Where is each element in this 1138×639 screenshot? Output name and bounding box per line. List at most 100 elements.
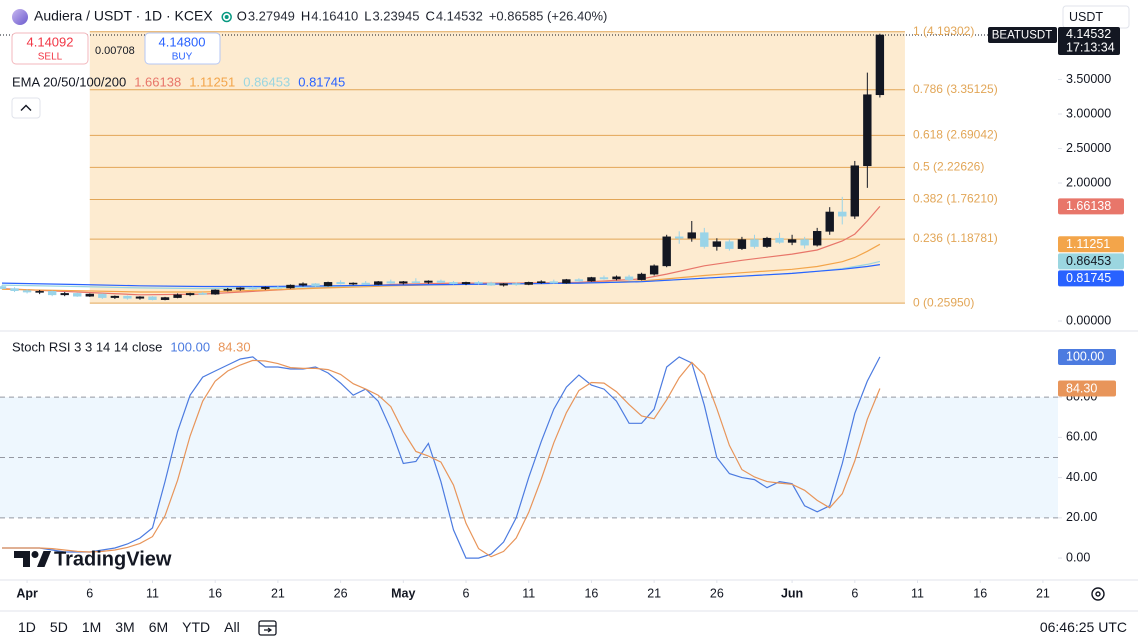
stoch-legend-value: 84.30 bbox=[218, 339, 251, 354]
settings-icon[interactable] bbox=[1091, 587, 1105, 601]
indicator-label: EMA 20/50/100/200 bbox=[12, 74, 126, 89]
y-tick-label: 20.00 bbox=[1066, 510, 1097, 524]
x-tick-label: 16 bbox=[584, 586, 598, 600]
range-button[interactable]: YTD bbox=[182, 619, 210, 635]
ema-axis-label: 1.11251 bbox=[1066, 237, 1110, 251]
fib-label: 1 (4.19302) bbox=[913, 24, 974, 38]
candle-body bbox=[687, 232, 696, 239]
fib-label: 0 (0.25950) bbox=[913, 295, 974, 309]
candle-body bbox=[750, 239, 759, 247]
fib-label: 0.786 (3.35125) bbox=[913, 82, 998, 96]
candle-body bbox=[850, 165, 859, 217]
brand-name: TradingView bbox=[54, 548, 172, 570]
ema-legend-value: 1.66138 bbox=[134, 74, 181, 89]
x-tick-label: 26 bbox=[334, 586, 348, 600]
candle-body bbox=[211, 289, 220, 295]
x-tick-label: Jun bbox=[781, 586, 803, 600]
candle-body bbox=[838, 211, 847, 217]
fib-label: 0.5 (2.22626) bbox=[913, 160, 984, 174]
x-tick-label: 11 bbox=[911, 586, 924, 600]
candle-body bbox=[273, 286, 283, 289]
stoch-axis-badge bbox=[1058, 348, 1116, 365]
ema-axis-label: 0.86453 bbox=[1066, 254, 1111, 268]
candle-body bbox=[436, 280, 446, 283]
candle-body bbox=[223, 288, 232, 291]
candle-body bbox=[148, 296, 157, 300]
ema-axis-label: 1.66138 bbox=[1066, 199, 1111, 213]
ema-legend-value: 1.11251 bbox=[189, 74, 235, 89]
candle-body bbox=[198, 293, 207, 295]
calendar-body bbox=[258, 620, 277, 636]
candle-body bbox=[787, 239, 797, 243]
buy-price: 4.14800 bbox=[159, 34, 206, 49]
market-status-core bbox=[224, 15, 229, 19]
price-change: +0.86585 (+26.40%) bbox=[489, 8, 608, 23]
buy-label: BUY bbox=[172, 52, 193, 63]
x-tick-label: 21 bbox=[271, 586, 285, 600]
candle-body bbox=[348, 282, 358, 285]
candle-body bbox=[424, 280, 433, 283]
symbol-tag: BEATUSDT bbox=[992, 30, 1053, 42]
range-button[interactable]: All bbox=[224, 619, 240, 635]
pane-marks bbox=[0, 33, 885, 559]
buy-button[interactable] bbox=[144, 32, 221, 65]
x-tick-label: 6 bbox=[851, 586, 858, 600]
candle-body bbox=[812, 231, 822, 246]
candle-body bbox=[0, 286, 7, 289]
candle-body bbox=[449, 282, 458, 285]
candle-body bbox=[361, 282, 370, 285]
ema-axis-badge bbox=[1058, 270, 1124, 287]
candle-body bbox=[374, 281, 383, 285]
candle-body bbox=[875, 34, 885, 96]
symbol-tag-bg bbox=[988, 27, 1057, 43]
candle-body bbox=[10, 288, 19, 291]
x-tick-label: 11 bbox=[522, 586, 535, 600]
candle-body bbox=[22, 290, 32, 293]
sell-button[interactable] bbox=[11, 32, 89, 65]
candle-body bbox=[562, 279, 571, 284]
currency-label: USDT bbox=[1069, 10, 1103, 24]
range-button[interactable]: 5D bbox=[50, 619, 68, 635]
candle-body bbox=[863, 94, 872, 167]
candle-body bbox=[35, 291, 44, 293]
price-badge bbox=[1058, 27, 1120, 55]
candle-body bbox=[73, 293, 82, 297]
pane-backgrounds bbox=[0, 31, 1058, 519]
sell-label: SELL bbox=[38, 52, 63, 63]
ohlc-value: 3.23945 bbox=[372, 8, 419, 23]
ema-axis-label: 0.81745 bbox=[1066, 271, 1111, 285]
spread: 0.00708 bbox=[95, 45, 135, 57]
ema-axis-badge bbox=[1058, 236, 1124, 253]
candle-body bbox=[248, 287, 258, 290]
y-tick-label: 0.00000 bbox=[1066, 313, 1111, 327]
range-button[interactable]: 3M bbox=[115, 619, 134, 635]
band-fill bbox=[0, 397, 1058, 518]
candle-body bbox=[662, 236, 671, 267]
date-range-icon[interactable] bbox=[258, 620, 277, 636]
fib-label: 0.382 (1.76210) bbox=[913, 192, 998, 206]
candle-body bbox=[524, 282, 533, 285]
range-button[interactable]: 1M bbox=[82, 619, 101, 635]
stoch-line bbox=[2, 356, 881, 559]
ohlc-label: L bbox=[364, 8, 371, 23]
stoch-axis-badge bbox=[1058, 380, 1116, 397]
range-button[interactable]: 1D bbox=[18, 619, 36, 635]
ohlc-label: O bbox=[237, 8, 247, 23]
candle-body bbox=[712, 241, 722, 247]
symbol-title: Audiera / USDT · 1D · KCEX bbox=[34, 8, 213, 24]
logo-dot bbox=[31, 551, 39, 558]
candle-body bbox=[386, 281, 395, 284]
fib-label: 0.618 (2.69042) bbox=[913, 128, 998, 142]
candle-body bbox=[537, 281, 546, 283]
candle-body bbox=[637, 273, 646, 280]
symbol-logo bbox=[12, 9, 28, 25]
price-badge-value: 4.14532 bbox=[1066, 27, 1111, 41]
candle-body bbox=[411, 281, 421, 283]
range-button[interactable]: 6M bbox=[149, 619, 168, 635]
x-tick-label: 21 bbox=[1036, 586, 1050, 600]
candle-body bbox=[612, 276, 621, 280]
x-tick-label: 16 bbox=[208, 586, 222, 600]
collapse-button[interactable] bbox=[11, 97, 41, 119]
y-tick-label: 3.50000 bbox=[1066, 72, 1111, 86]
